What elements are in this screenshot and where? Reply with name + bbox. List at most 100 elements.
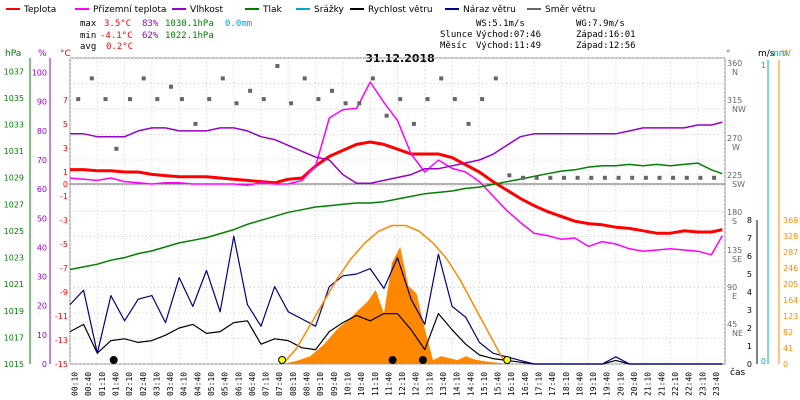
series-wind-direction-point: [630, 175, 635, 180]
time-tick-label: 14:10: [453, 372, 462, 396]
series-wind-direction-point: [330, 88, 334, 93]
info-sunset: Západ:16:01: [576, 30, 636, 40]
stats-max-temp: 3.5°C: [104, 19, 131, 29]
humidity-tick-label: 60: [37, 185, 47, 194]
info-block: WS:5.1m/s WG:7.9m/s Slunce Východ:07:46 …: [440, 19, 636, 51]
series-tlak: [69, 162, 723, 271]
stats-avg-temp: 0.2°C: [106, 42, 133, 52]
axis-title-wind: m/s: [758, 49, 775, 59]
direction-tick-deg: 45: [727, 320, 737, 329]
wind-tick-label: 6: [747, 252, 752, 261]
pressure-tick-label: 1031: [4, 147, 24, 156]
time-tick-label: 04:10: [180, 372, 189, 396]
series-teplota: [70, 140, 723, 235]
humidity-tick-label: 0: [42, 360, 47, 369]
time-tick-label: 20:10: [616, 372, 625, 396]
humidity-tick-label: 100: [32, 69, 47, 78]
solar-tick-label: 164: [783, 296, 798, 305]
stats-min-press: 1022.1hPa: [165, 31, 214, 41]
series-wind-direction-point: [452, 97, 457, 102]
series-wind-direction-point: [398, 97, 403, 102]
pressure-tick-label: 1023: [4, 254, 24, 263]
series-wind-direction-point: [480, 97, 485, 102]
time-tick-label: 14:40: [466, 372, 475, 396]
series-wind-direction-point: [384, 113, 389, 118]
series-wind-direction-point: [616, 175, 621, 180]
direction-tick-deg: 90: [727, 283, 737, 292]
time-tick-label: 13:40: [439, 372, 448, 396]
time-tick-label: 10:10: [343, 372, 352, 396]
humidity-tick-label: 20: [37, 302, 47, 311]
series-wind-direction-point: [521, 175, 525, 180]
series-wind-direction-point: [169, 84, 173, 89]
series-vlhkost: [70, 121, 723, 185]
axis-title-temperature: °C: [60, 49, 71, 59]
time-tick-label: 15:10: [480, 372, 489, 396]
axis-title-time: čas: [730, 367, 745, 378]
stats-avg-label: avg: [80, 42, 96, 52]
time-tick-label: 19:40: [603, 372, 612, 396]
series-wind-direction-point: [114, 146, 119, 151]
legend-label: Tlak: [262, 5, 283, 15]
solar-tick-label: 369: [783, 216, 798, 225]
direction-tick-dir: NW: [732, 105, 746, 114]
temperature-tick-label: -7: [60, 264, 68, 273]
legend-label: Vlhkost: [190, 5, 223, 15]
time-tick-label: 08:10: [289, 372, 298, 396]
info-moonrise: Východ:11:49: [476, 41, 541, 51]
time-tick-label: 09:40: [330, 372, 339, 396]
time-tick-label: 08:40: [303, 372, 312, 396]
legend-label: Teplota: [23, 5, 56, 15]
series-wind-direction-point: [155, 97, 160, 102]
series-wind-direction-point: [141, 76, 146, 81]
series-wind-direction-point: [575, 175, 580, 180]
series-wind-direction-point: [684, 175, 689, 180]
temperature-tick-label: -5: [60, 240, 68, 249]
series-wind-direction-point: [439, 76, 444, 81]
wind-tick-label: 4: [747, 288, 752, 297]
axis-title-solar: W: [782, 49, 791, 59]
temperature-tick-label: 0: [63, 180, 68, 189]
time-tick-label: 11:10: [371, 372, 380, 396]
time-tick-label: 16:10: [507, 372, 516, 396]
series-wind-direction-point: [207, 97, 212, 102]
direction-tick-dir: E: [732, 292, 737, 301]
time-tick-label: 07:40: [275, 372, 284, 396]
time-tick-label: 15:40: [494, 372, 503, 396]
time-tick-label: 20:40: [630, 372, 639, 396]
time-tick-label: 05:40: [221, 372, 230, 396]
legend-label: Přízemní teplota: [93, 5, 166, 15]
temperature-tick-label: 1: [63, 168, 68, 177]
temperature-tick-label: 7: [63, 96, 68, 105]
time-tick-label: 02:10: [125, 372, 134, 396]
time-tick-label: 01:10: [98, 372, 107, 396]
series-solar-area: [282, 246, 507, 364]
rain-tick-label: 0: [761, 357, 766, 366]
pressure-tick-label: 1037: [4, 67, 24, 76]
time-tick-label: 11:40: [384, 372, 393, 396]
series-wind-direction-point: [89, 76, 94, 81]
rain-tick-label: 1: [761, 61, 766, 70]
pressure-tick-label: 1027: [4, 200, 24, 209]
pressure-tick-label: 1021: [4, 280, 24, 289]
series-wind-direction-point: [357, 101, 362, 106]
series-wind-direction-point: [466, 121, 471, 126]
series-wind-direction-point: [234, 101, 239, 106]
time-tick-label: 23:10: [698, 372, 707, 396]
series-wind-direction-point: [671, 175, 676, 180]
direction-tick-deg: 180: [727, 208, 742, 217]
solar-tick-label: 246: [783, 264, 798, 273]
direction-tick-dir: SE: [732, 255, 742, 264]
temperature-tick-label: -9: [60, 288, 68, 297]
legend-label: Směr větru: [545, 5, 595, 15]
series-wind-direction-point: [343, 101, 348, 106]
time-tick-label: 12:40: [412, 372, 421, 396]
series-theoretical-solar: [282, 224, 508, 365]
series-wind-direction-point: [220, 76, 225, 81]
stats-min-hum: 62%: [142, 31, 159, 41]
solar-tick-label: 123: [783, 312, 798, 321]
direction-tick-dir: SW: [732, 180, 745, 189]
legend-label: Náraz větru: [463, 5, 516, 15]
series-wind-direction-point: [316, 97, 321, 102]
direction-tick-deg: 225: [727, 171, 742, 180]
